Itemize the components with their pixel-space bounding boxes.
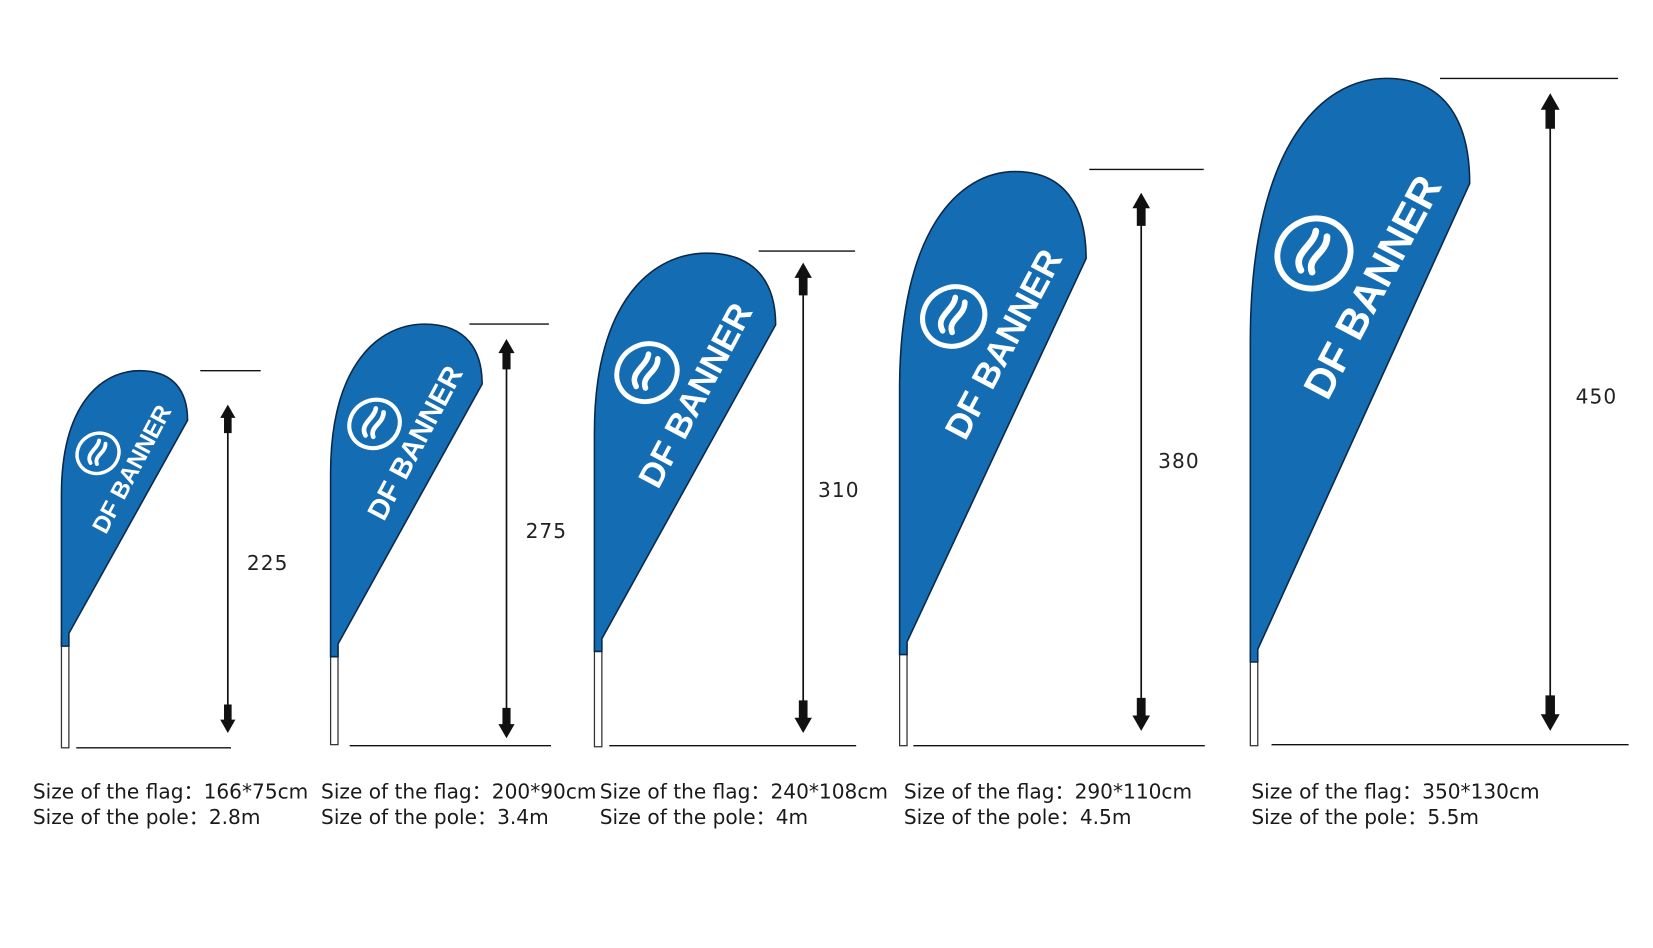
flag-size-label: Size of the flag： xyxy=(600,780,771,804)
pole-size-caption: Size of the pole：5.5m xyxy=(1251,805,1479,829)
pole xyxy=(898,643,908,747)
pole-size-caption: Size of the pole：2.8m xyxy=(33,805,261,829)
arrow-down-icon xyxy=(498,707,515,739)
teardrop-flag xyxy=(898,170,1087,656)
logo-flame xyxy=(87,438,108,466)
teardrop-flag xyxy=(329,323,483,658)
flag-size-label: Size of the flag： xyxy=(904,780,1075,804)
flag-size-caption: Size of the flag：350*130cm xyxy=(1251,780,1539,804)
pole-size-label: Size of the pole： xyxy=(1251,805,1427,829)
flag-size-value: 240*108cm xyxy=(770,780,887,804)
height-label: 380 xyxy=(1158,449,1200,473)
circle-flame-logo-icon xyxy=(614,341,680,405)
pole-size-value: 2.8m xyxy=(209,805,261,829)
pole xyxy=(60,634,70,749)
height-label: 275 xyxy=(526,519,568,543)
logo-flame xyxy=(937,294,968,336)
height-label: 310 xyxy=(818,478,860,502)
pole-size-value: 3.4m xyxy=(497,805,549,829)
pole-size-value: 5.5m xyxy=(1427,805,1479,829)
teardrop-flag xyxy=(593,252,777,653)
arrow-up-icon xyxy=(220,404,236,434)
logo-ring xyxy=(614,341,680,405)
flag-size-caption: Size of the flag：240*108cm xyxy=(600,780,888,804)
pole-size-caption: Size of the pole：3.4m xyxy=(321,805,549,829)
arrow-up-icon xyxy=(1132,192,1151,226)
flag-size-label: Size of the flag： xyxy=(33,780,204,804)
flag-size-value: 290*110cm xyxy=(1075,780,1192,804)
logo-ring xyxy=(920,284,988,349)
arrow-up-icon xyxy=(498,338,515,370)
circle-flame-logo-icon xyxy=(920,284,988,349)
arrow-down-icon xyxy=(1540,695,1560,731)
pole-size-value: 4.5m xyxy=(1080,805,1132,829)
height-label: 450 xyxy=(1576,385,1618,409)
flag-size-value: 166*75cm xyxy=(204,780,309,804)
arrow-down-icon xyxy=(220,704,236,733)
pole xyxy=(593,640,603,748)
pole-size-label: Size of the pole： xyxy=(904,805,1080,829)
arrow-down-icon xyxy=(794,700,812,733)
pole-size-value: 4m xyxy=(776,805,808,829)
pole xyxy=(1249,650,1259,747)
height-label: 225 xyxy=(247,551,289,575)
pole-size-label: Size of the pole： xyxy=(600,805,776,829)
pole xyxy=(329,645,339,746)
arrow-down-icon xyxy=(1132,697,1151,731)
arrow-up-icon xyxy=(794,262,812,296)
teardrop-flag xyxy=(1249,77,1471,663)
circle-flame-logo-icon xyxy=(347,397,402,451)
circle-flame-logo-icon xyxy=(1274,215,1354,292)
flag-size-caption: Size of the flag：200*90cm xyxy=(321,780,596,804)
logo-flame xyxy=(631,351,661,391)
flag-size-value: 350*130cm xyxy=(1422,780,1539,804)
logo-ring xyxy=(347,397,402,451)
logo-flame xyxy=(361,406,386,440)
flag-size-value: 200*90cm xyxy=(492,780,597,804)
flag-size-caption: Size of the flag：290*110cm xyxy=(904,780,1192,804)
logo-ring xyxy=(75,431,121,476)
circle-flame-logo-icon xyxy=(75,431,121,476)
flag-size-label: Size of the flag： xyxy=(1251,780,1422,804)
pole-size-label: Size of the pole： xyxy=(33,805,209,829)
arrow-up-icon xyxy=(1540,93,1560,129)
pole-size-caption: Size of the pole：4m xyxy=(600,805,808,829)
flag-size-caption: Size of the flag：166*75cm xyxy=(33,780,308,804)
flag-size-label: Size of the flag： xyxy=(321,780,492,804)
teardrop-flag xyxy=(60,369,189,647)
pole-size-caption: Size of the pole：4.5m xyxy=(904,805,1132,829)
logo-flame xyxy=(1295,227,1331,276)
pole-size-label: Size of the pole： xyxy=(321,805,497,829)
logo-ring xyxy=(1274,215,1354,292)
